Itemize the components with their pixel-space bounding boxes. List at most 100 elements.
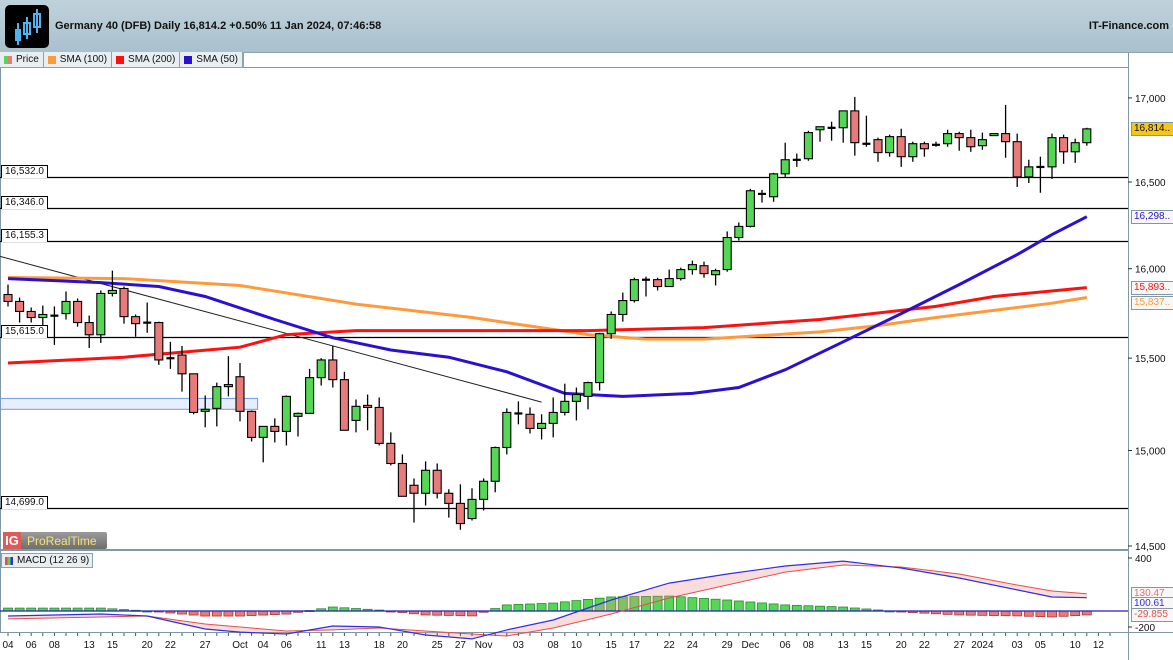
macd-histogram-bar [188,610,199,616]
sma200-value-tag: 15,893.. [1131,280,1173,295]
candle-body [328,359,338,381]
candle-doji [827,126,836,129]
candle [328,345,338,388]
candle-body [699,265,709,275]
candle-body [119,287,129,318]
macd-histogram-bar [432,610,443,616]
legend-price[interactable]: Price [0,52,44,67]
x-tick-label: 03 [513,640,525,651]
candle-body [444,492,454,504]
macd-histogram-bar [675,596,686,612]
candle [1047,133,1057,179]
candle [270,418,280,443]
prorealtime-logo: IG ProRealTime [3,532,107,549]
candle [1082,127,1092,146]
candle [281,395,291,446]
candle-doji [143,321,152,324]
y-tick-label: 16,500 [1135,178,1166,189]
candle [339,371,349,431]
candle-doji [932,143,940,146]
candle-body [258,425,268,438]
candle-body [386,442,396,465]
candle [908,141,918,162]
x-tick-label: 08 [548,640,560,651]
candle [896,128,906,167]
candle-body [966,137,976,148]
macd-histogram-bar [235,610,245,617]
legend: Price SMA (100) SMA (200) SMA (50) [0,52,244,68]
macd-histogram-bar [815,605,825,612]
candle-body [432,469,442,494]
x-tick-label: 03 [1012,640,1024,651]
candle-body [664,278,674,288]
candle [548,397,558,438]
macd-histogram-bar [826,606,837,612]
x-tick-label: 27 [954,640,966,651]
candle-body [908,143,918,158]
candle [235,363,245,422]
candle-body [200,408,210,412]
candle-doji [50,314,59,317]
candle-body [270,425,280,432]
ig-logo-text: IG [3,532,21,549]
candle-doji [792,158,801,161]
candle-body [305,377,315,414]
candle-body [838,110,848,129]
candle-body [131,316,141,325]
macd-line [7,560,1087,640]
candle [84,315,94,348]
candle-body [525,413,535,429]
candle [223,356,233,397]
macd-histogram-bar [200,610,211,617]
candle [177,345,187,392]
macd-panel [0,550,1129,633]
macd-swatch-icon [5,556,13,565]
candle [363,394,373,431]
macd-legend[interactable]: MACD (12 26 9) [1,553,94,568]
candle [780,142,790,177]
candle [212,382,222,427]
candle [247,410,257,442]
candle-doji [758,192,766,196]
candle-body [1059,137,1069,153]
candle-body [1024,166,1034,178]
macd-histogram-bar [525,603,535,612]
price-value-tag: 16,814.. [1131,121,1173,136]
macd-histogram-bar [791,604,802,612]
candle [455,484,465,530]
legend-sma100[interactable]: SMA (100) [44,52,113,67]
candle [3,284,13,307]
candle [653,277,663,291]
x-tick-label: 22 [919,640,931,651]
legend-label: SMA (200) [128,54,176,65]
y-tick-label: 16,000 [1135,265,1166,276]
candle [711,268,721,286]
y-tick-label: 15,000 [1135,446,1166,457]
candle [432,463,442,499]
candle-body [1047,137,1057,168]
candle [642,276,650,297]
candle [525,407,535,434]
x-tick-label: 22 [165,640,177,651]
candle-body [107,289,117,295]
macd-histogram-bar [501,604,512,612]
site-name: IT-Finance.com [1088,20,1169,32]
candle [606,311,616,339]
candle [15,297,25,323]
candle [1024,159,1034,184]
candle-body [189,373,199,413]
macd-histogram-bar [780,604,791,612]
x-tick-label: 13 [339,640,351,651]
macd-histogram-bar [757,602,767,612]
macd-histogram-bar [467,610,477,617]
candlestick-logo-icon [5,5,49,48]
x-tick-label: 17 [629,640,641,651]
legend-sma200[interactable]: SMA (200) [112,52,181,67]
candle [374,397,384,446]
legend-sma50[interactable]: SMA (50) [180,52,243,67]
candle [664,269,674,288]
candle [629,277,639,303]
legend-label: SMA (100) [59,54,108,65]
candle-body [363,404,373,408]
